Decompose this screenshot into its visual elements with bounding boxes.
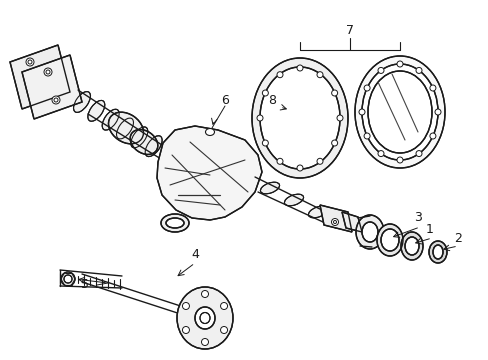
Ellipse shape [355,215,383,249]
Polygon shape [157,126,262,220]
Text: 7: 7 [346,23,353,36]
Ellipse shape [102,109,119,130]
Ellipse shape [195,307,215,329]
Ellipse shape [28,60,32,64]
Ellipse shape [177,287,232,349]
Ellipse shape [165,218,183,228]
Ellipse shape [251,58,347,178]
Ellipse shape [358,109,364,115]
Ellipse shape [262,90,268,96]
Ellipse shape [361,64,437,160]
Ellipse shape [296,65,303,71]
Ellipse shape [308,206,327,218]
Ellipse shape [182,327,189,333]
Ellipse shape [400,232,422,260]
Text: 1: 1 [425,224,433,237]
Ellipse shape [377,150,383,157]
Ellipse shape [131,127,147,148]
Ellipse shape [108,112,143,144]
Ellipse shape [73,91,90,112]
Ellipse shape [316,158,323,164]
Ellipse shape [44,68,52,76]
Polygon shape [341,212,361,232]
Ellipse shape [331,140,337,146]
Ellipse shape [380,229,398,251]
Ellipse shape [145,136,162,157]
Ellipse shape [182,302,189,310]
Ellipse shape [336,115,342,121]
Ellipse shape [54,98,58,102]
Ellipse shape [260,67,339,169]
Polygon shape [22,55,82,119]
Ellipse shape [46,70,50,74]
Ellipse shape [284,194,303,206]
Ellipse shape [220,302,227,310]
Ellipse shape [257,115,263,121]
Ellipse shape [260,182,279,194]
Ellipse shape [331,219,338,225]
Ellipse shape [201,291,208,297]
Text: 8: 8 [267,94,275,107]
Ellipse shape [354,56,444,168]
Ellipse shape [396,61,402,67]
Ellipse shape [220,327,227,333]
Ellipse shape [159,145,176,165]
Ellipse shape [64,275,72,283]
Ellipse shape [262,140,268,146]
Ellipse shape [331,90,337,96]
Ellipse shape [432,245,442,259]
Polygon shape [319,205,351,232]
Ellipse shape [377,67,383,73]
Ellipse shape [161,214,189,232]
Text: 4: 4 [191,248,199,261]
Ellipse shape [361,222,377,242]
Ellipse shape [276,158,283,164]
Text: 5: 5 [81,279,89,292]
Ellipse shape [316,72,323,78]
Ellipse shape [376,224,402,256]
Ellipse shape [116,118,133,139]
Ellipse shape [415,150,421,157]
Ellipse shape [429,133,435,139]
Ellipse shape [296,165,303,171]
Text: 3: 3 [413,211,421,225]
Polygon shape [10,45,70,109]
Ellipse shape [200,312,209,324]
Ellipse shape [88,100,104,121]
Text: 6: 6 [221,94,228,107]
Ellipse shape [404,237,418,255]
Ellipse shape [429,85,435,91]
Ellipse shape [415,67,421,73]
Ellipse shape [52,96,60,104]
Ellipse shape [61,272,75,286]
Ellipse shape [428,241,446,263]
Text: 2: 2 [453,231,461,244]
Ellipse shape [130,130,158,154]
Ellipse shape [201,338,208,346]
Ellipse shape [364,133,369,139]
Ellipse shape [333,220,336,224]
Ellipse shape [364,85,369,91]
Ellipse shape [276,72,283,78]
Ellipse shape [434,109,440,115]
Ellipse shape [396,157,402,163]
Ellipse shape [26,58,34,66]
Ellipse shape [205,129,214,135]
